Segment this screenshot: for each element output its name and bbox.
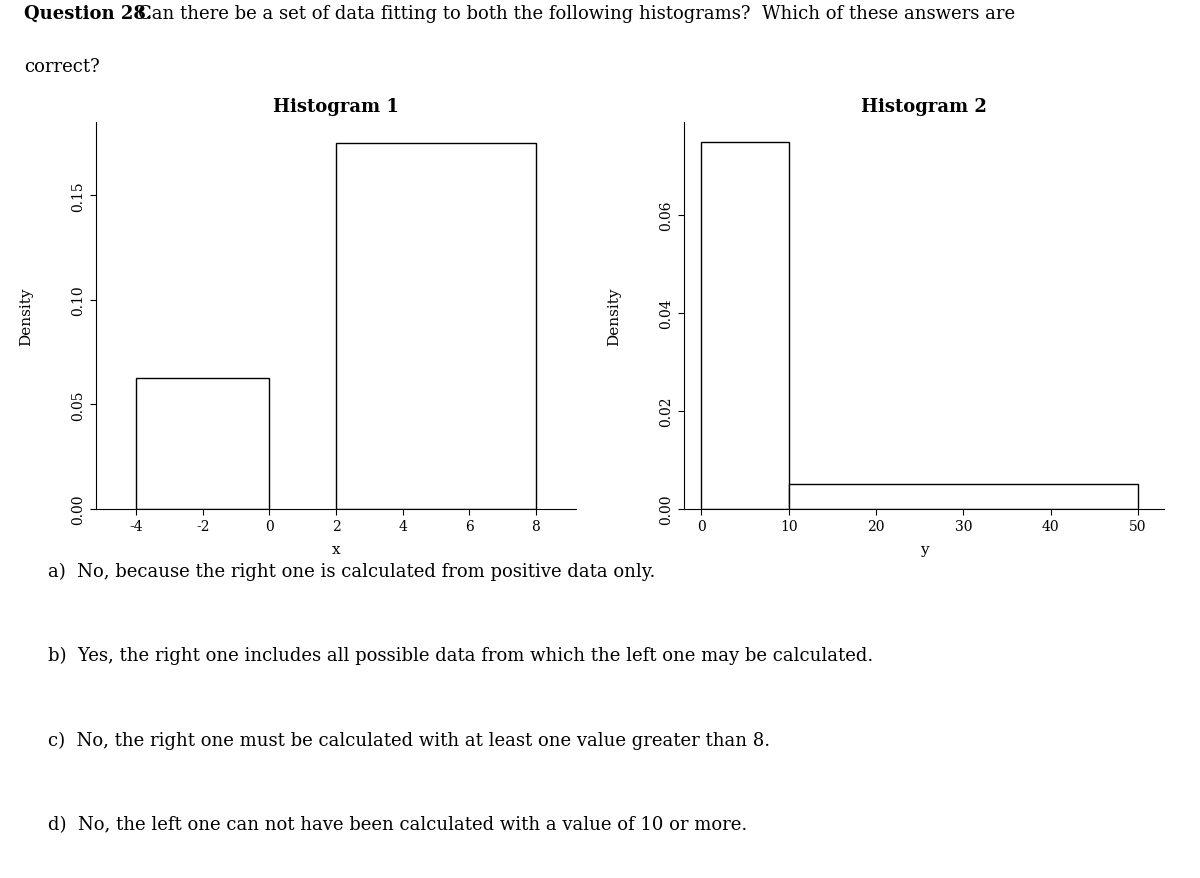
Title: Histogram 1: Histogram 1 — [274, 97, 398, 116]
Y-axis label: Density: Density — [607, 287, 620, 345]
Text: Can there be a set of data fitting to both the following histograms?  Which of t: Can there be a set of data fitting to bo… — [138, 5, 1015, 23]
Bar — [336, 144, 536, 509]
Text: b)  Yes, the right one includes all possible data from which the left one may be: b) Yes, the right one includes all possi… — [48, 646, 874, 665]
Text: Question 28.: Question 28. — [24, 5, 152, 23]
Bar — [788, 485, 1138, 509]
Text: c)  No, the right one must be calculated with at least one value greater than 8.: c) No, the right one must be calculated … — [48, 730, 770, 749]
X-axis label: y: y — [919, 542, 929, 556]
Bar — [702, 142, 788, 509]
Title: Histogram 2: Histogram 2 — [862, 97, 986, 116]
X-axis label: x: x — [331, 542, 341, 556]
Text: d)  No, the left one can not have been calculated with a value of 10 or more.: d) No, the left one can not have been ca… — [48, 815, 748, 832]
Bar — [136, 378, 269, 509]
Y-axis label: Density: Density — [19, 287, 32, 345]
Text: correct?: correct? — [24, 58, 100, 76]
Text: a)  No, because the right one is calculated from positive data only.: a) No, because the right one is calculat… — [48, 562, 655, 580]
